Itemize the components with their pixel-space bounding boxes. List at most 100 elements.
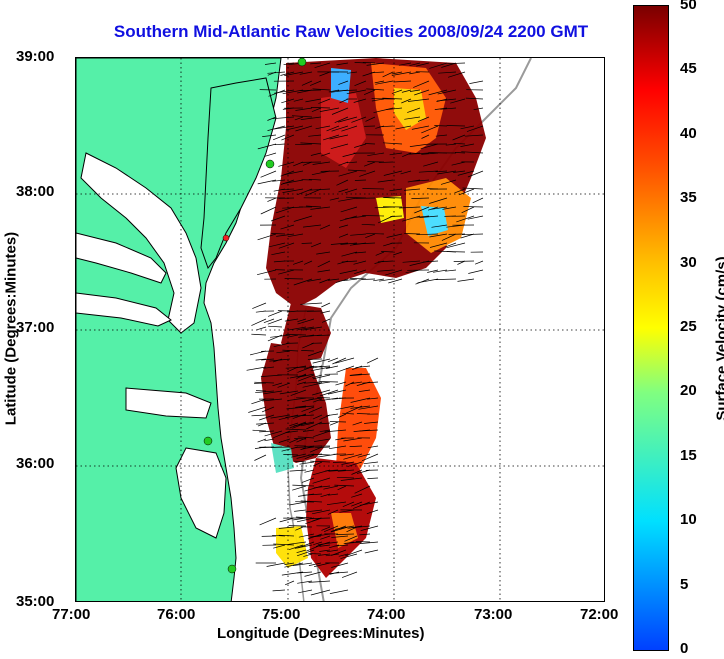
velocity-arrow (421, 134, 430, 139)
velocity-arrow (460, 125, 475, 130)
velocity-arrow (354, 179, 367, 181)
velocity-arrow (273, 260, 286, 263)
velocity-arrow (270, 215, 286, 222)
velocity-arrow (285, 334, 307, 336)
velocity-arrow (312, 358, 331, 364)
velocity-arrow (272, 134, 286, 141)
station-marker (227, 564, 237, 574)
velocity-arrow (454, 152, 466, 154)
velocity-arrow (330, 242, 349, 245)
velocity-arrow (300, 422, 315, 427)
velocity-arrow (340, 477, 363, 481)
velocity-arrow (328, 89, 340, 93)
velocity-arrow (431, 224, 448, 228)
velocity-arrow (355, 541, 371, 543)
velocity-arrow (284, 278, 304, 280)
velocity-arrow (269, 242, 286, 248)
velocity-arrow (279, 390, 299, 395)
y-axis-label: Latitude (Degrees:Minutes) (2, 231, 20, 426)
velocity-arrow (418, 170, 439, 173)
velocity-arrow (411, 125, 430, 130)
velocity-arrow (377, 269, 394, 272)
velocity-arrow (389, 188, 403, 192)
velocity-arrow (457, 278, 475, 282)
velocity-arrow (270, 414, 291, 419)
map-plot-area (75, 57, 605, 602)
velocity-arrow (354, 485, 371, 494)
velocity-arrow (419, 215, 439, 218)
velocity-arrow (272, 534, 286, 537)
velocity-arrow (344, 541, 363, 544)
velocity-arrow (401, 89, 412, 93)
velocity-arrow (336, 62, 349, 66)
velocity-arrow (328, 493, 339, 496)
velocity-arrow (296, 437, 307, 443)
velocity-arrow (350, 397, 371, 403)
velocity-arrow (298, 589, 313, 594)
velocity-arrow (319, 544, 331, 547)
velocity-arrow (292, 517, 307, 521)
velocity-arrow (417, 116, 430, 122)
velocity-arrow (321, 318, 331, 323)
velocity-arrow (327, 357, 339, 363)
velocity-arrow (308, 406, 323, 414)
velocity-arrow (349, 278, 367, 280)
velocity-arrow (304, 454, 315, 460)
velocity-arrow (433, 269, 448, 273)
x-tick-label: 77:00 (52, 606, 91, 623)
velocity-arrow (384, 197, 403, 199)
velocity-arrow (400, 170, 412, 175)
velocity-arrow (347, 169, 367, 172)
velocity-arrow (282, 89, 304, 95)
velocity-arrow (264, 430, 283, 437)
velocity-arrow (399, 206, 421, 209)
colorbar-tick-label: 10 (680, 511, 697, 529)
velocity-arrow (309, 535, 322, 538)
velocity-arrow (345, 381, 355, 387)
velocity-arrow (303, 553, 313, 557)
velocity-arrow (338, 233, 349, 238)
velocity-arrow (272, 179, 286, 182)
velocity-arrow (308, 580, 331, 583)
velocity-arrow (308, 562, 322, 566)
velocity-arrow (326, 125, 340, 132)
colorbar-gradient (634, 6, 668, 650)
velocity-arrow (402, 215, 421, 222)
velocity-arrow (319, 429, 331, 433)
velocity-arrow (338, 116, 358, 123)
velocity-arrow (382, 71, 394, 78)
velocity-arrow (297, 580, 313, 584)
velocity-arrow (342, 501, 355, 508)
velocity-arrow (355, 365, 371, 368)
velocity-arrow (315, 125, 331, 130)
velocity-arrow (339, 269, 358, 274)
velocity-vectors (246, 62, 484, 596)
velocity-arrow (287, 334, 299, 338)
velocity-arrow (281, 571, 304, 576)
velocity-arrow (351, 365, 363, 371)
velocity-arrow (341, 125, 358, 132)
velocity-arrow (353, 242, 376, 245)
colorbar-tick-label: 25 (680, 318, 697, 335)
velocity-arrow (263, 366, 275, 369)
velocity-arrow (434, 125, 448, 127)
velocity-arrow (278, 269, 295, 275)
albemarle-sound (125, 387, 212, 419)
velocity-arrow (343, 453, 363, 460)
velocity-arrow (266, 562, 286, 567)
velocity-arrow (294, 460, 307, 463)
velocity-arrow (354, 251, 367, 254)
velocity-arrow (299, 405, 315, 408)
velocity-arrow (407, 107, 421, 113)
velocity-arrow (256, 326, 267, 331)
velocity-arrow (308, 397, 323, 401)
velocity-arrow (299, 461, 315, 465)
velocity-arrow (416, 233, 439, 236)
velocity-arrow (429, 242, 448, 248)
colorbar-tick-label: 15 (680, 446, 697, 464)
velocity-arrow (278, 161, 295, 167)
velocity-arrow (325, 365, 339, 369)
velocity-arrow (284, 562, 295, 565)
velocity-arrow (257, 233, 277, 241)
velocity-arrow (466, 125, 484, 132)
